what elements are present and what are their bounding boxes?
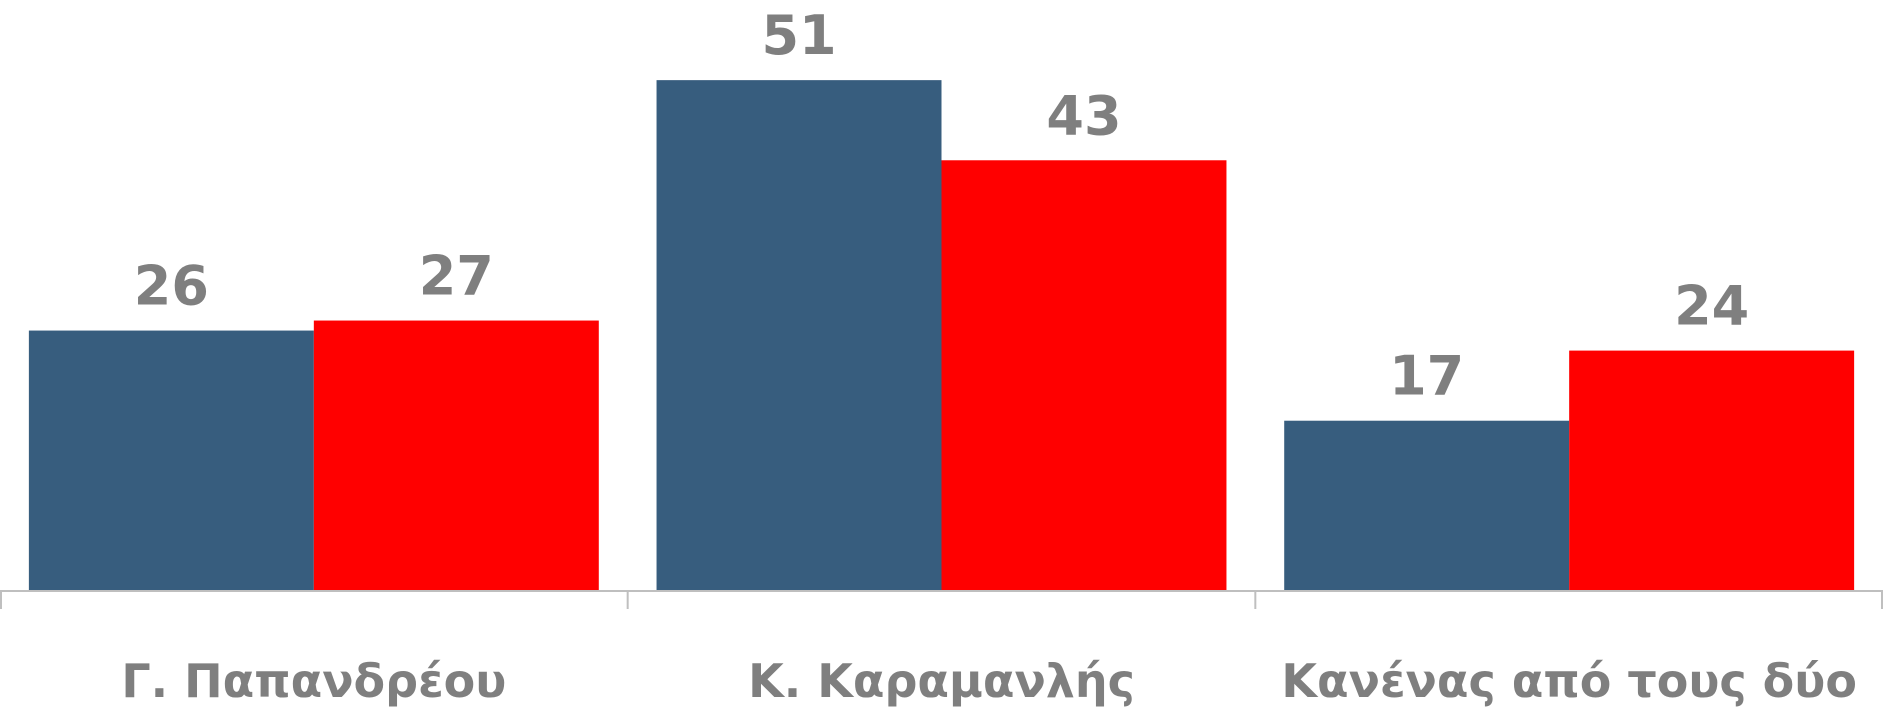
bar: [313, 320, 599, 591]
data-label: 43: [1046, 84, 1121, 147]
bar: [941, 160, 1227, 591]
data-label: 24: [1674, 275, 1749, 338]
data-label: 26: [134, 255, 209, 318]
bar: [656, 80, 942, 591]
data-label: 17: [1389, 345, 1464, 408]
x-tick-label: Κανένας από τους δύο: [1281, 654, 1857, 708]
data-label: 51: [761, 4, 836, 67]
bar: [28, 330, 314, 591]
x-tick-label: Γ. Παπανδρέου: [121, 654, 506, 708]
bar: [1569, 350, 1855, 591]
data-label: 27: [419, 245, 494, 308]
bar: [1284, 420, 1570, 591]
x-tick-label: Κ. Καραμανλής: [748, 654, 1135, 708]
